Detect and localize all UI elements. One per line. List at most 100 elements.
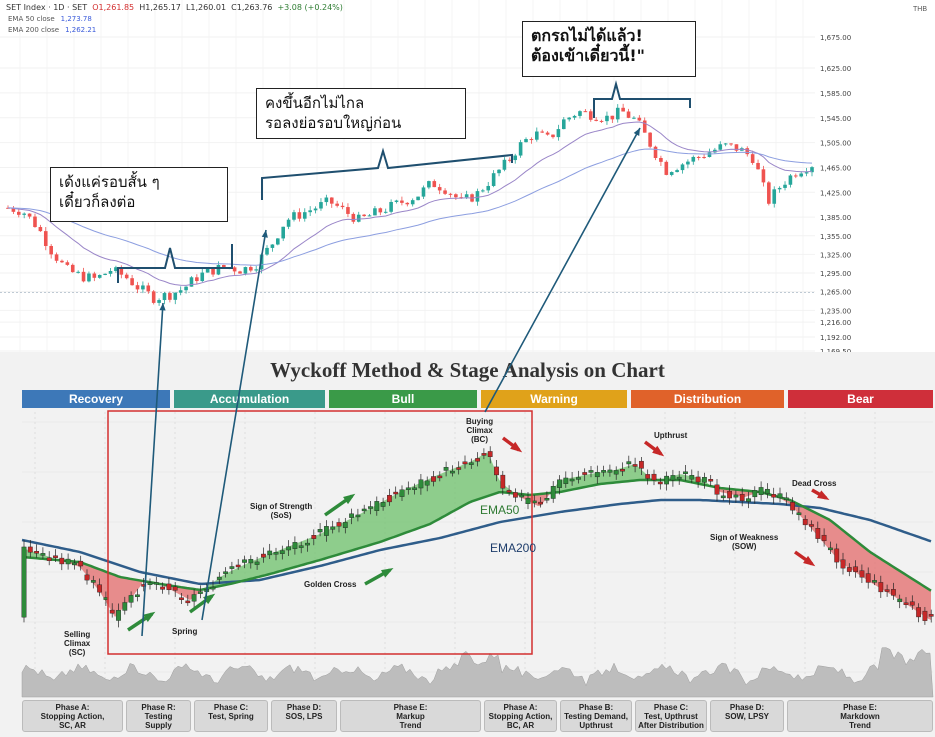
candle-body	[746, 498, 751, 502]
candle-body	[172, 586, 178, 591]
high-value: H1,265.17	[139, 3, 181, 12]
candle-body	[431, 476, 436, 482]
candle-body	[834, 548, 840, 563]
candle-body	[802, 519, 808, 526]
candle-body	[270, 244, 275, 248]
candle-body	[103, 273, 107, 275]
candle-body	[720, 495, 726, 499]
candle-body	[178, 290, 183, 293]
ema200-curve	[21, 498, 932, 586]
candle-body	[659, 157, 663, 162]
candle-body	[311, 535, 317, 539]
candle-body	[124, 274, 129, 279]
candle-body	[21, 546, 27, 618]
candle-body	[524, 139, 528, 143]
candle-body	[761, 169, 766, 183]
candle-body	[481, 190, 485, 192]
y-tick-label: 1,625.00	[820, 65, 851, 73]
candle-body	[799, 173, 804, 177]
candle-body	[500, 474, 506, 489]
ema200-legend[interactable]: EMA 200 close 1,262.21	[8, 26, 96, 34]
candle-body	[130, 278, 134, 286]
candle-body	[588, 470, 594, 473]
candle-body	[92, 273, 97, 278]
phase-c-distribution: Phase C: Test, Upthrust After Distributi…	[635, 700, 707, 732]
candle-body	[389, 201, 393, 212]
candle-body	[189, 277, 194, 287]
callout-1-line-1: เด้งแค่รอบสั้น ๆ	[59, 173, 160, 191]
candle-body	[610, 115, 615, 120]
candle-body	[462, 461, 468, 465]
candle-body	[324, 526, 329, 536]
candle-body	[670, 475, 676, 481]
candle-body	[195, 277, 199, 282]
candle-body	[583, 111, 588, 113]
candle-body	[114, 267, 118, 272]
ema50-legend[interactable]: EMA 50 close 1,273.78	[8, 15, 92, 23]
stage-distribution: Distribution	[631, 390, 784, 408]
candle-body	[607, 469, 613, 473]
candle-body	[518, 142, 523, 156]
candle-body	[702, 156, 706, 158]
candle-body	[632, 464, 638, 467]
bullish-fill	[553, 464, 652, 493]
candle-body	[151, 291, 156, 303]
candle-body	[637, 117, 642, 121]
candle-body	[783, 497, 789, 501]
candle-body	[65, 558, 71, 565]
change-value: +3.08 (+0.24%)	[277, 3, 343, 12]
candle-body	[922, 610, 928, 621]
arrow-bc-head	[510, 441, 523, 453]
candle-body	[216, 576, 222, 580]
candle-body	[651, 473, 657, 481]
candle-body	[691, 156, 696, 162]
candle-body	[361, 508, 367, 512]
candle-body	[157, 300, 161, 303]
candle-body	[319, 202, 323, 209]
label-spring: Spring	[172, 627, 198, 636]
candle-body	[626, 111, 631, 118]
candle-body	[249, 267, 253, 271]
candle-body	[884, 589, 890, 592]
callout-short-bounce: เด้งแค่รอบสั้น ๆ เดี๋ยวก็ลงต่อ	[50, 167, 228, 222]
candle-body	[468, 462, 474, 465]
low-value: L1,260.01	[185, 3, 227, 12]
candle-body	[578, 111, 582, 116]
candle-body	[828, 547, 833, 551]
candle-body	[399, 489, 405, 497]
candle-body	[487, 451, 493, 457]
currency-label[interactable]: THB	[913, 6, 927, 13]
candle-body	[859, 570, 865, 578]
candle-body	[529, 139, 534, 141]
candle-body	[297, 212, 302, 219]
label-selling-climax: Selling Climax (SC)	[64, 630, 91, 657]
candle-body	[897, 598, 903, 603]
candle-body	[676, 476, 682, 480]
label-golden-cross: Golden Cross	[304, 580, 357, 589]
phase-a-distribution: Phase A: Stopping Action, BC, AR	[484, 700, 557, 732]
candle-body	[410, 200, 415, 205]
candle-body	[342, 522, 348, 528]
candle-body	[519, 494, 525, 498]
candle-body	[97, 584, 103, 593]
callout-fomo: ตกรถไม่ได้แล้ว! ต้องเข้าเดี๋ยวนี้!"	[522, 21, 696, 77]
candle-body	[243, 267, 248, 274]
candle-body	[418, 479, 424, 489]
candle-body	[216, 265, 221, 275]
candle-body	[200, 272, 205, 282]
candle-body	[765, 488, 770, 494]
candle-body	[535, 131, 539, 140]
symbol-label[interactable]: SET Index · 1D · SET	[6, 3, 88, 12]
label-ema200: EMA200	[490, 541, 537, 555]
candle-body	[97, 274, 102, 278]
wyckoff-title: Wyckoff Method & Stage Analysis on Chart	[270, 358, 665, 382]
candle-body	[545, 132, 550, 135]
candle-body	[689, 475, 695, 480]
ema50-legend-value: 1,273.78	[60, 15, 92, 23]
y-tick-label: 1,585.00	[820, 90, 851, 98]
candle-body	[903, 602, 909, 605]
candle-body	[563, 477, 569, 484]
candle-body	[313, 208, 318, 211]
brace-fomo	[593, 80, 691, 118]
candle-body	[756, 162, 760, 170]
